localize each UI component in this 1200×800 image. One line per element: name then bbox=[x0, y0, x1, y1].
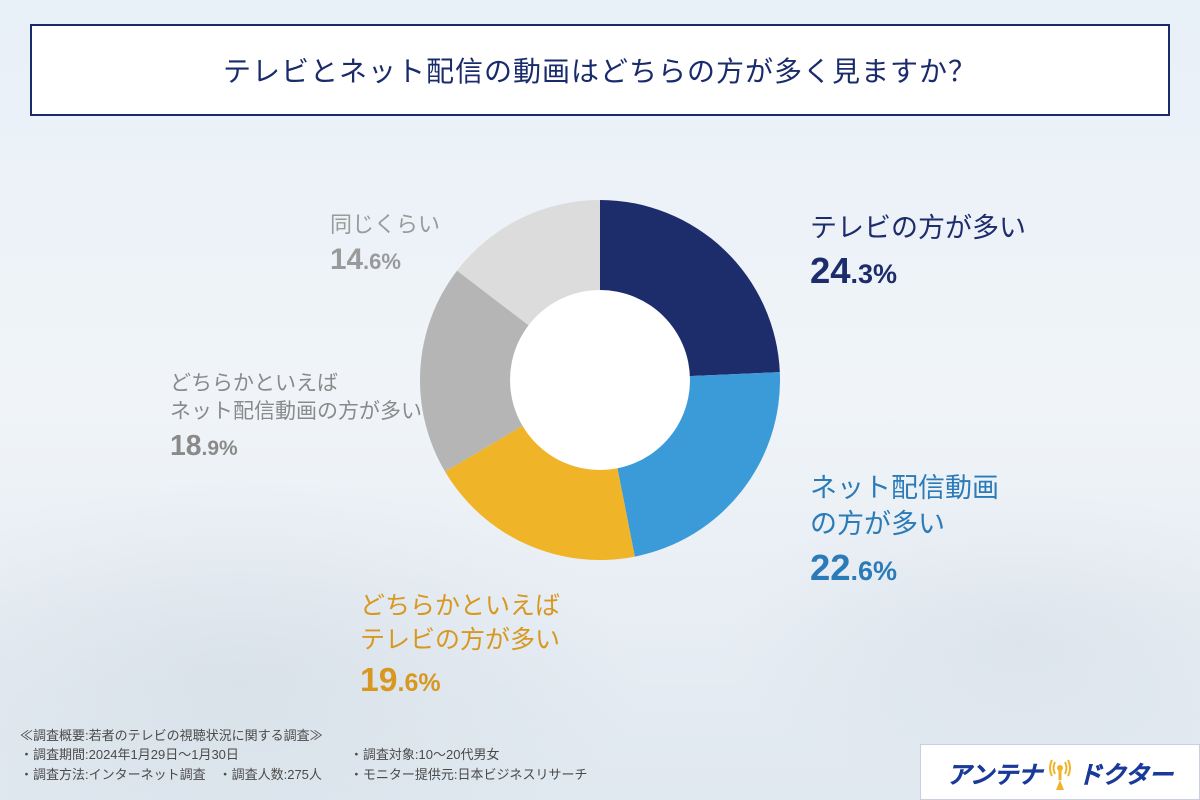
footnote-heading: ≪調査概要:若者のテレビの視聴状況に関する調査≫ bbox=[20, 726, 588, 746]
slice-label-0: テレビの方が多い24.3% bbox=[810, 210, 1026, 296]
slice-label-2: どちらかといえばテレビの方が多い19.6% bbox=[360, 590, 560, 703]
footnote-right-0: ・調査対象:10～20代男女 bbox=[350, 745, 588, 765]
slice-label-3: どちらかといえばネット配信動画の方が多い18.9% bbox=[170, 370, 422, 465]
brand-badge: アンテナ ドクター bbox=[920, 744, 1200, 800]
slice-label-1: ネット配信動画の方が多い22.6% bbox=[810, 470, 999, 592]
footnote-right-1: ・モニター提供元:日本ビジネスリサーチ bbox=[350, 765, 588, 785]
title-box: テレビとネット配信の動画はどちらの方が多く見ますか？ bbox=[30, 24, 1170, 116]
slice-label-4: 同じくらい14.6% bbox=[330, 210, 440, 280]
footnote-left-0: ・調査期間:2024年1月29日～1月30日 bbox=[20, 745, 322, 765]
title-text: テレビとネット配信の動画はどちらの方が多く見ますか？ bbox=[223, 50, 977, 90]
brand-text-left: アンテナ bbox=[947, 755, 1042, 790]
survey-footnotes: ≪調査概要:若者のテレビの視聴状況に関する調査≫ ・調査期間:2024年1月29… bbox=[20, 726, 588, 785]
footnote-left-1: ・調査方法:インターネット調査 ・調査人数:275人 bbox=[20, 765, 322, 785]
donut-svg bbox=[420, 200, 780, 560]
antenna-icon bbox=[1046, 752, 1074, 792]
brand-text-right: ドクター bbox=[1078, 755, 1173, 790]
donut-chart: テレビの方が多い24.3% ネット配信動画の方が多い22.6% どちらかといえばテレ… bbox=[0, 150, 1200, 710]
donut-hole bbox=[510, 290, 690, 470]
